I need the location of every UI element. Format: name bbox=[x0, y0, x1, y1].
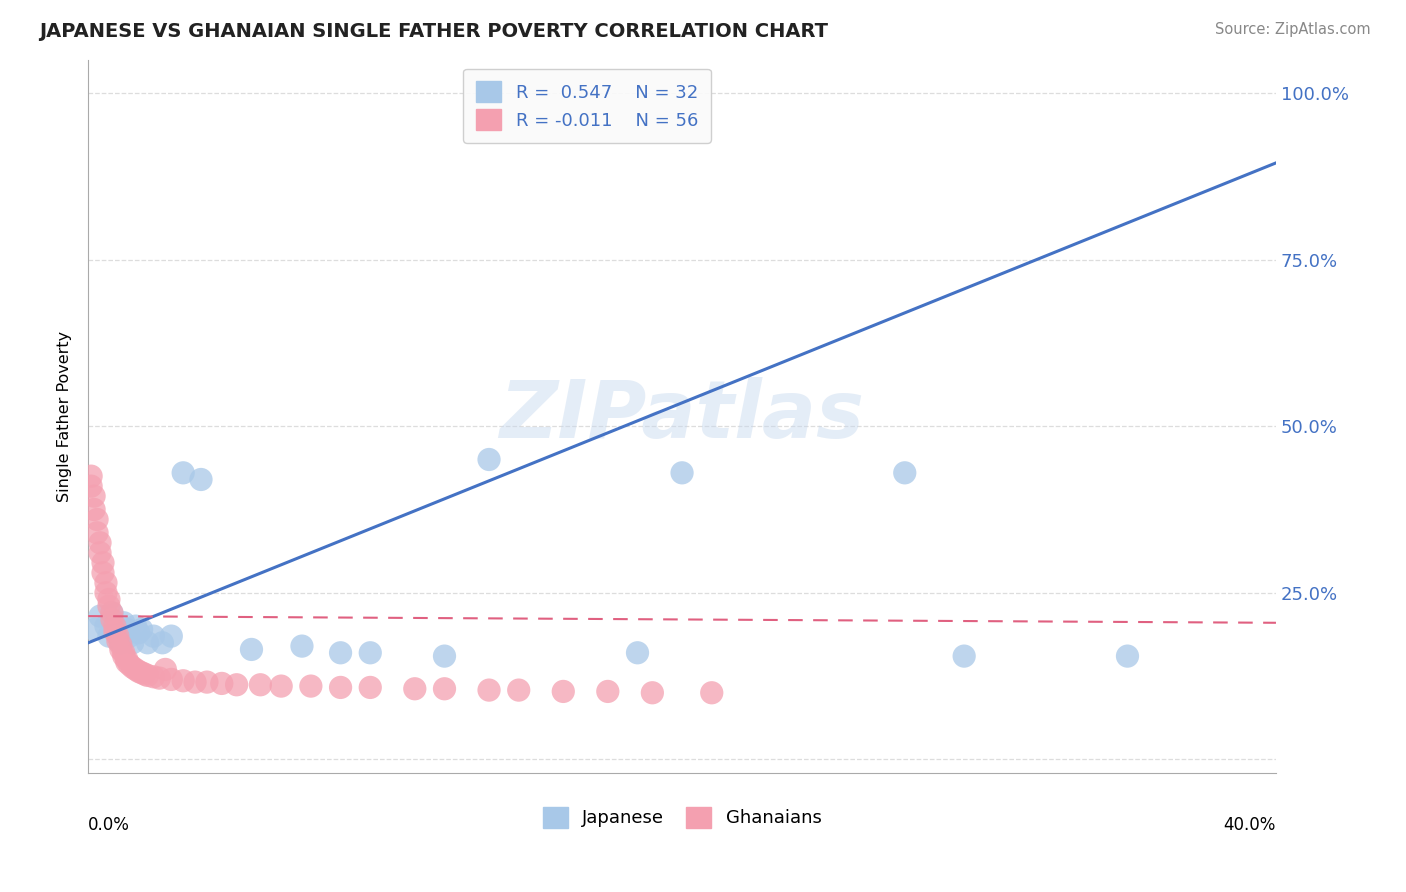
Point bbox=[299, 679, 322, 693]
Point bbox=[101, 606, 124, 620]
Point bbox=[155, 662, 177, 676]
Point bbox=[112, 615, 135, 630]
Point bbox=[329, 681, 352, 695]
Point bbox=[107, 629, 129, 643]
Point bbox=[894, 466, 917, 480]
Point bbox=[131, 623, 153, 637]
Point bbox=[104, 619, 127, 633]
Point bbox=[101, 606, 124, 620]
Point bbox=[508, 683, 530, 698]
Point bbox=[553, 684, 575, 698]
Point bbox=[128, 665, 150, 679]
Point bbox=[83, 623, 105, 637]
Point bbox=[329, 646, 352, 660]
Text: 0.0%: 0.0% bbox=[89, 815, 129, 833]
Point bbox=[97, 629, 120, 643]
Point bbox=[596, 684, 619, 698]
Point bbox=[160, 673, 183, 687]
Point bbox=[641, 686, 664, 700]
Point bbox=[118, 629, 141, 643]
Point bbox=[121, 660, 143, 674]
Point bbox=[131, 665, 153, 680]
Y-axis label: Single Father Poverty: Single Father Poverty bbox=[58, 331, 72, 501]
Point bbox=[270, 679, 292, 693]
Point bbox=[121, 636, 143, 650]
Text: 40.0%: 40.0% bbox=[1223, 815, 1277, 833]
Text: ZIPatlas: ZIPatlas bbox=[499, 377, 865, 455]
Point bbox=[433, 681, 456, 696]
Point bbox=[110, 638, 132, 652]
Point bbox=[86, 525, 108, 540]
Point bbox=[172, 673, 194, 688]
Point bbox=[83, 489, 105, 503]
Point bbox=[112, 649, 135, 664]
Point bbox=[89, 536, 111, 550]
Point bbox=[671, 466, 693, 480]
Point bbox=[124, 662, 146, 676]
Point bbox=[142, 629, 165, 643]
Point bbox=[150, 636, 173, 650]
Point bbox=[134, 667, 156, 681]
Point bbox=[94, 575, 117, 590]
Point bbox=[118, 657, 141, 672]
Point bbox=[359, 646, 381, 660]
Point bbox=[136, 636, 159, 650]
Point bbox=[107, 633, 129, 648]
Point bbox=[190, 473, 212, 487]
Point bbox=[291, 639, 314, 653]
Point bbox=[89, 546, 111, 560]
Legend: Japanese, Ghanaians: Japanese, Ghanaians bbox=[536, 800, 828, 835]
Point bbox=[115, 652, 138, 666]
Point bbox=[249, 678, 271, 692]
Point bbox=[1116, 649, 1139, 664]
Point bbox=[195, 675, 218, 690]
Point bbox=[115, 623, 138, 637]
Point bbox=[359, 681, 381, 695]
Point bbox=[478, 683, 501, 698]
Point bbox=[225, 678, 247, 692]
Point bbox=[110, 642, 132, 657]
Point bbox=[404, 681, 426, 696]
Point bbox=[97, 592, 120, 607]
Point bbox=[184, 675, 207, 690]
Point bbox=[142, 670, 165, 684]
Point bbox=[110, 636, 132, 650]
Point bbox=[124, 619, 146, 633]
Point bbox=[211, 676, 233, 690]
Point bbox=[80, 469, 103, 483]
Point bbox=[91, 566, 114, 580]
Point bbox=[97, 599, 120, 614]
Point bbox=[160, 629, 183, 643]
Point bbox=[115, 655, 138, 669]
Point bbox=[104, 624, 127, 639]
Point bbox=[700, 686, 723, 700]
Point bbox=[91, 556, 114, 570]
Point bbox=[433, 649, 456, 664]
Point bbox=[107, 629, 129, 643]
Point bbox=[83, 502, 105, 516]
Text: Source: ZipAtlas.com: Source: ZipAtlas.com bbox=[1215, 22, 1371, 37]
Point bbox=[94, 586, 117, 600]
Point bbox=[953, 649, 976, 664]
Point bbox=[478, 452, 501, 467]
Point bbox=[94, 619, 117, 633]
Point bbox=[89, 609, 111, 624]
Point bbox=[80, 479, 103, 493]
Point bbox=[148, 671, 170, 685]
Point bbox=[128, 625, 150, 640]
Point bbox=[112, 646, 135, 660]
Point bbox=[86, 512, 108, 526]
Point bbox=[104, 619, 127, 633]
Text: JAPANESE VS GHANAIAN SINGLE FATHER POVERTY CORRELATION CHART: JAPANESE VS GHANAIAN SINGLE FATHER POVER… bbox=[39, 22, 828, 41]
Point bbox=[240, 642, 263, 657]
Point bbox=[136, 668, 159, 682]
Point bbox=[172, 466, 194, 480]
Point bbox=[101, 612, 124, 626]
Point bbox=[626, 646, 648, 660]
